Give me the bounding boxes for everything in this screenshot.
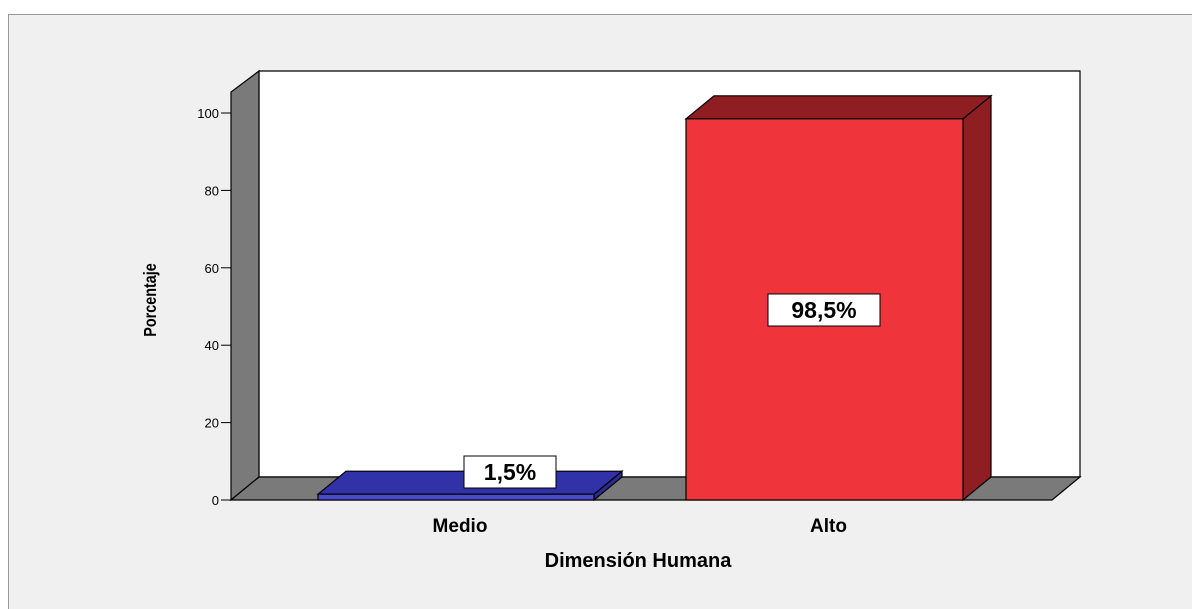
y-tick-label: 0	[212, 493, 219, 508]
chart-side-wall	[230, 69, 260, 502]
bar-side	[962, 94, 992, 502]
y-tick-label: 60	[205, 261, 219, 276]
data-label-box	[463, 455, 557, 489]
bars	[316, 94, 993, 502]
y-tick-label: 100	[197, 106, 219, 121]
bar-alto	[684, 94, 993, 502]
y-axis-title: Porcentaje	[141, 263, 161, 337]
data-label-box	[767, 293, 881, 327]
data-label-alto: 98,5%	[791, 297, 856, 323]
x-axis-title: Dimensión Humana	[545, 550, 733, 572]
data-label-medio: 1,5%	[484, 459, 536, 485]
y-axis-ticks: 0 20 40 60 80 100	[197, 106, 231, 508]
y-tick-label: 40	[205, 338, 219, 353]
bar-top	[684, 95, 993, 120]
y-tick-label: 20	[205, 416, 219, 431]
bar-front	[317, 493, 595, 501]
x-tick-label-medio: Medio	[433, 516, 488, 537]
y-tick-label: 80	[205, 183, 219, 198]
x-tick-label-alto: Alto	[810, 516, 847, 537]
data-labels: 1,5% 98,5%	[463, 293, 881, 489]
